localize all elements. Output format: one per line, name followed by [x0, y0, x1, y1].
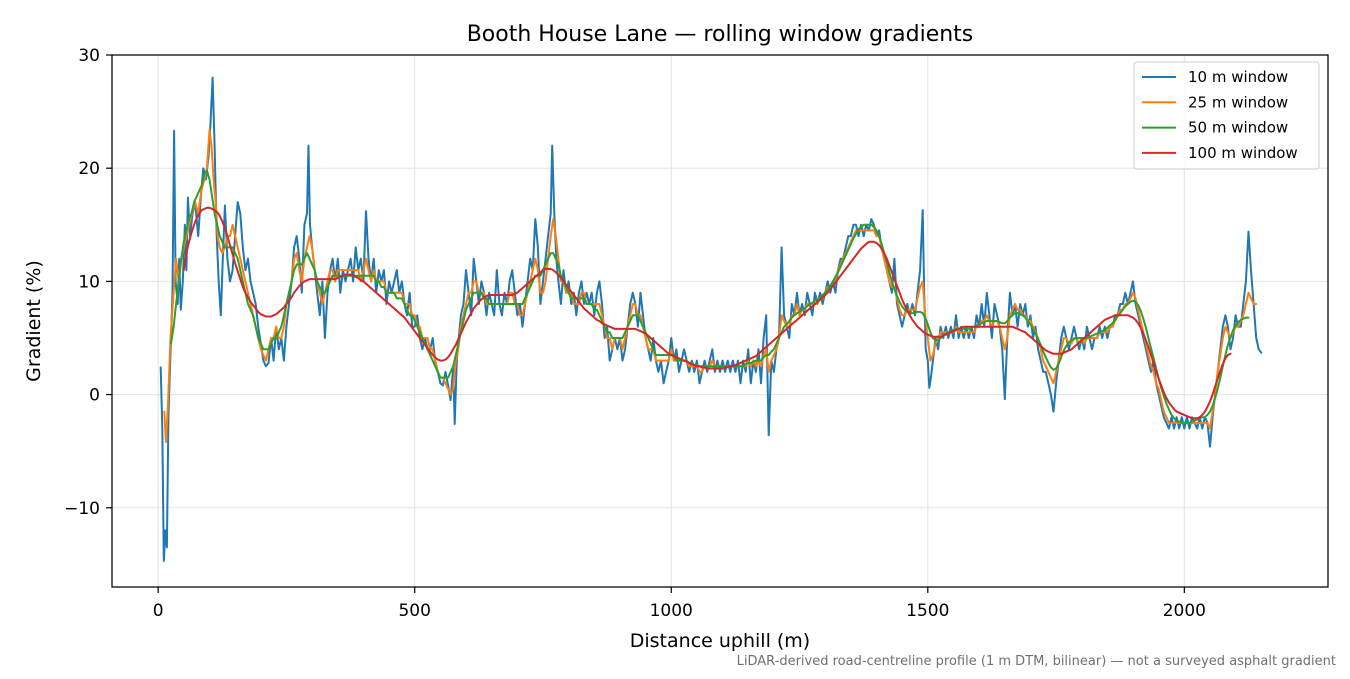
axis-ticks: 0 500 1000 1500 2000 −10 0 10 20 30: [64, 46, 1206, 621]
y-tick-label: 20: [78, 159, 100, 179]
x-tick-label: 2000: [1163, 601, 1206, 621]
legend-box: [1133, 61, 1320, 170]
legend-label-3: 50 m window: [1188, 119, 1288, 137]
series-line-1: [159, 76, 1263, 562]
legend: 10 m window 25 m window 50 m window 100 m w…: [1133, 61, 1320, 170]
x-axis-label: Distance uphill (m): [630, 630, 810, 652]
y-tick-label: 10: [78, 272, 100, 292]
legend-label-2: 25 m window: [1188, 93, 1288, 111]
legend-label-4: 100 m window: [1188, 144, 1298, 162]
y-tick-label: −10: [64, 499, 100, 519]
x-tick-label: 0: [153, 601, 164, 621]
x-tick-label: 1000: [650, 601, 693, 621]
legend-label-1: 10 m window: [1188, 68, 1288, 86]
series-line-4: [182, 206, 1232, 420]
plot-frame: [111, 54, 1329, 588]
x-tick-label: 500: [398, 601, 430, 621]
series-line-3: [170, 169, 1250, 424]
y-axis-label: Gradient (%): [23, 260, 45, 382]
footnote: LiDAR-derived road-centreline profile (1…: [737, 654, 1336, 669]
x-tick-label: 1500: [906, 601, 949, 621]
chart-title: Booth House Lane — rolling window gradie…: [467, 22, 974, 47]
y-tick-label: 0: [89, 386, 100, 406]
y-tick-label: 30: [78, 46, 100, 66]
series-group: [159, 76, 1263, 562]
